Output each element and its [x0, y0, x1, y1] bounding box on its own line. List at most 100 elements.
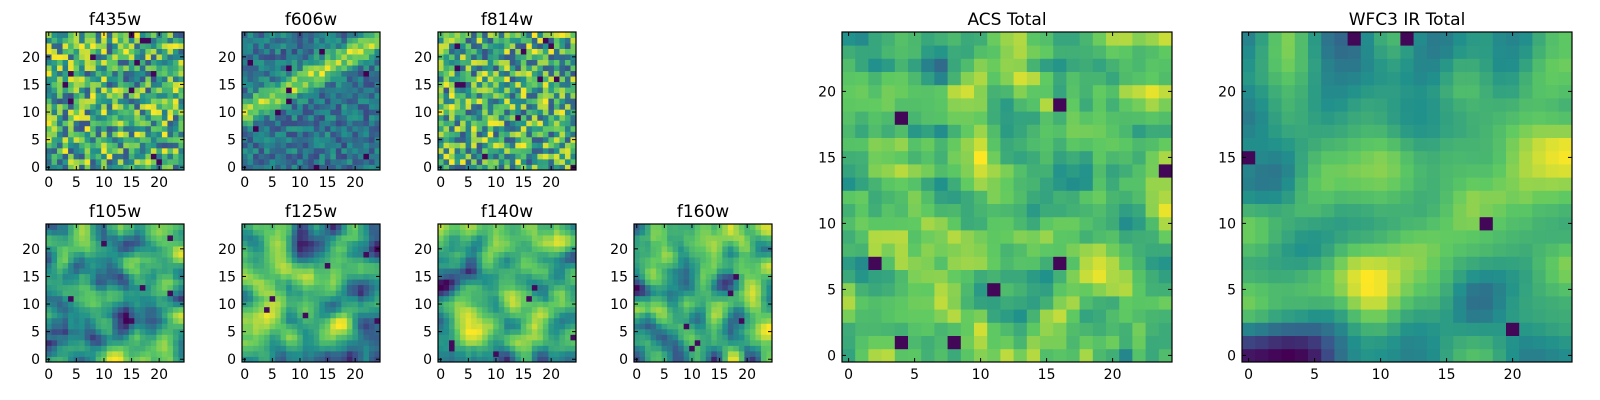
heatmap-cell	[564, 334, 571, 341]
heatmap-cell	[112, 131, 119, 138]
heatmap-cell	[324, 131, 331, 138]
heatmap-cell	[178, 279, 185, 286]
heatmap-cell	[974, 269, 988, 284]
heatmap-cell	[471, 92, 478, 99]
heatmap-cell	[242, 114, 248, 121]
heatmap-cell	[84, 48, 91, 55]
heatmap-cell	[352, 76, 359, 83]
heatmap-cell	[766, 279, 773, 286]
heatmap-cell	[330, 356, 337, 363]
heatmap-cell	[449, 136, 455, 143]
heatmap-cell	[341, 284, 348, 291]
heatmap-cell	[167, 350, 174, 357]
heatmap-cell	[460, 235, 466, 241]
heatmap-cell	[744, 339, 751, 346]
heatmap-cell	[134, 240, 141, 247]
heatmap-cell	[683, 290, 690, 297]
heatmap-cell	[253, 136, 259, 143]
x-tick-label: 20	[346, 367, 364, 383]
heatmap-cell	[357, 92, 364, 99]
heatmap-cell	[313, 54, 320, 60]
heatmap-cell	[357, 356, 364, 363]
heatmap-cell	[498, 65, 505, 72]
heatmap-cell	[275, 268, 282, 275]
heatmap-cell	[934, 269, 948, 284]
heatmap-cell	[297, 43, 304, 49]
heatmap-cell	[520, 251, 527, 258]
heatmap-cell	[570, 323, 577, 330]
heatmap-cell	[156, 114, 163, 121]
heatmap-cell	[247, 290, 254, 297]
heatmap-cell	[357, 43, 364, 49]
heatmap-cell	[95, 273, 102, 280]
heatmap-cell	[57, 345, 63, 352]
heatmap-cell	[363, 125, 370, 132]
heatmap-cell	[308, 54, 315, 60]
heatmap-cell	[689, 306, 696, 313]
heatmap-cell	[1079, 335, 1094, 350]
heatmap-cell	[178, 43, 185, 49]
heatmap-cell	[62, 48, 69, 55]
heatmap-cell	[84, 268, 91, 275]
heatmap-cell	[722, 268, 729, 275]
heatmap-cell	[258, 257, 265, 264]
heatmap-cell	[1000, 230, 1014, 244]
heatmap-cell	[297, 37, 304, 44]
heatmap-cell	[128, 142, 135, 149]
heatmap-cell	[101, 54, 108, 60]
heatmap-cell	[374, 37, 381, 44]
heatmap-cell	[352, 153, 359, 160]
heatmap-cell	[145, 54, 152, 60]
heatmap-cell	[302, 153, 309, 160]
heatmap-cell	[123, 339, 130, 346]
heatmap-cell	[106, 125, 113, 132]
heatmap-cell	[716, 312, 723, 319]
heatmap-cell	[465, 257, 472, 264]
heatmap-cell	[509, 136, 516, 143]
heatmap-cell	[705, 257, 712, 264]
heatmap-cell	[498, 339, 505, 346]
heatmap-cell	[128, 37, 135, 44]
heatmap-cell	[504, 92, 511, 99]
heatmap-cell	[308, 109, 315, 116]
heatmap-cell	[242, 158, 248, 165]
heatmap-cell	[161, 147, 168, 154]
heatmap-cell	[297, 306, 304, 313]
heatmap-cell	[449, 356, 455, 363]
heatmap-cell	[553, 323, 560, 330]
heatmap-cell	[341, 76, 348, 83]
heatmap-cell	[744, 268, 751, 275]
heatmap-cell	[357, 164, 364, 171]
heatmap-cell	[548, 279, 555, 286]
heatmap-cell	[128, 235, 135, 241]
heatmap-cell	[749, 257, 756, 264]
heatmap-cell	[531, 131, 538, 138]
heatmap-cell	[881, 243, 896, 257]
heatmap-cell	[258, 229, 265, 236]
heatmap-cell	[264, 125, 270, 132]
heatmap-cell	[559, 246, 566, 252]
heatmap-cell	[139, 246, 146, 252]
heatmap-cell	[346, 306, 353, 313]
heatmap-cell	[95, 312, 102, 319]
heatmap-cell	[286, 120, 293, 127]
heatmap-cell	[700, 317, 707, 324]
heatmap-cell	[744, 323, 751, 330]
panel-title: f435w	[89, 10, 141, 30]
heatmap-cell	[167, 37, 174, 44]
heatmap-cell	[308, 235, 315, 241]
heatmap-cell	[297, 147, 304, 154]
heatmap-cell	[134, 323, 141, 330]
heatmap-cell	[487, 323, 494, 330]
heatmap-cell	[960, 164, 975, 178]
heatmap-cell	[559, 142, 566, 149]
heatmap-cell	[128, 317, 135, 324]
heatmap-cell	[172, 32, 179, 38]
heatmap-cell	[553, 153, 560, 160]
heatmap-cell	[537, 323, 544, 330]
heatmap-cell	[722, 240, 729, 247]
y-tick-label: 20	[414, 242, 432, 258]
heatmap-cell	[247, 92, 254, 99]
heatmap-cell	[112, 120, 119, 127]
heatmap-cell	[570, 262, 577, 269]
